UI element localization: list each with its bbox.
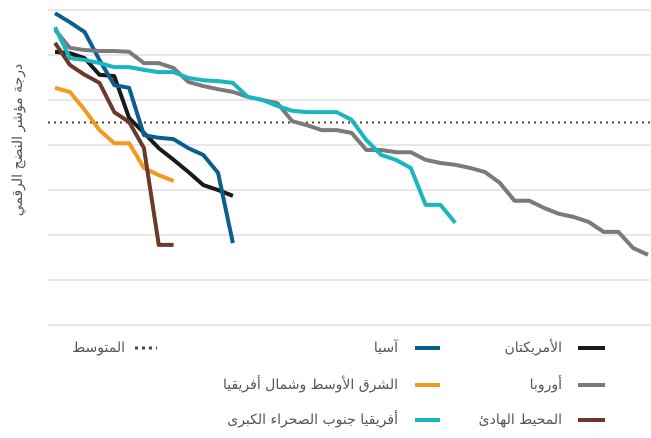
legend-label: المحيط الهادئ — [479, 412, 562, 428]
legend-label: آسيا — [374, 339, 399, 356]
series-line — [53, 11, 235, 244]
series-line — [53, 26, 457, 225]
legend-label: المتوسط — [72, 340, 125, 356]
legend-label: الأمريكتان — [505, 338, 563, 356]
series-line — [53, 41, 174, 247]
series-line — [54, 85, 175, 183]
legend-label: أفريقيا جنوب الصحراء الكبرى — [227, 410, 398, 428]
y-axis-label: درجة مؤشر النضج الرقمي — [10, 64, 26, 217]
series-line — [53, 28, 649, 257]
legend-label: أوروبا — [530, 375, 562, 393]
legend-label: الشرق الأوسط وشمال أفريقيا — [223, 375, 398, 393]
